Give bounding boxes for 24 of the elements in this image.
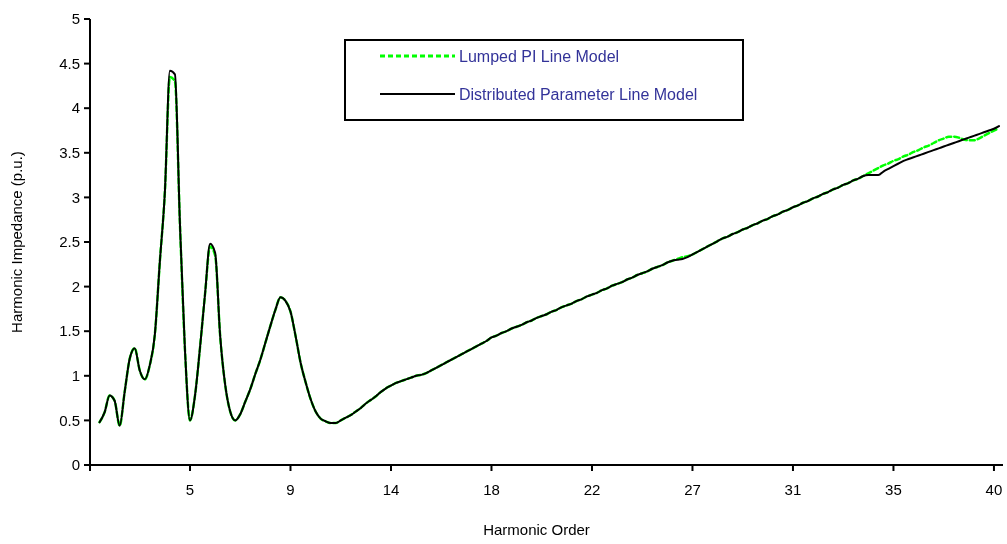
y-tick-label: 2.5: [59, 233, 80, 251]
y-tick-label: 1: [71, 367, 80, 385]
x-tick-label: 22: [583, 481, 601, 498]
y-tick-label: 0: [71, 456, 80, 474]
x-tick-label: 31: [784, 481, 802, 498]
legend-label: Distributed Parameter Line Model: [459, 85, 698, 103]
x-tick-label: 35: [885, 481, 902, 498]
x-tick-label: 14: [382, 481, 400, 498]
x-axis-title: Harmonic Order: [483, 521, 590, 538]
legend-label: Lumped PI Line Model: [459, 47, 620, 65]
y-axis-title: Harmonic Impedance (p.u.): [8, 151, 25, 333]
y-tick-label: 3: [71, 188, 80, 206]
y-tick-label: 0.5: [59, 411, 80, 429]
y-tick-label: 4: [71, 99, 80, 117]
x-tick-label: 9: [286, 481, 295, 498]
y-tick-label: 4.5: [59, 54, 80, 72]
y-tick-label: 3.5: [59, 144, 80, 162]
x-tick-label: 27: [684, 481, 701, 498]
y-tick-label: 1.5: [59, 322, 80, 340]
y-tick-label: 5: [71, 10, 80, 28]
x-tick-label: 5: [185, 481, 195, 498]
x-tick-label: 18: [483, 481, 500, 498]
x-tick-label: 40: [985, 481, 1003, 498]
y-tick-label: 2: [71, 277, 80, 295]
